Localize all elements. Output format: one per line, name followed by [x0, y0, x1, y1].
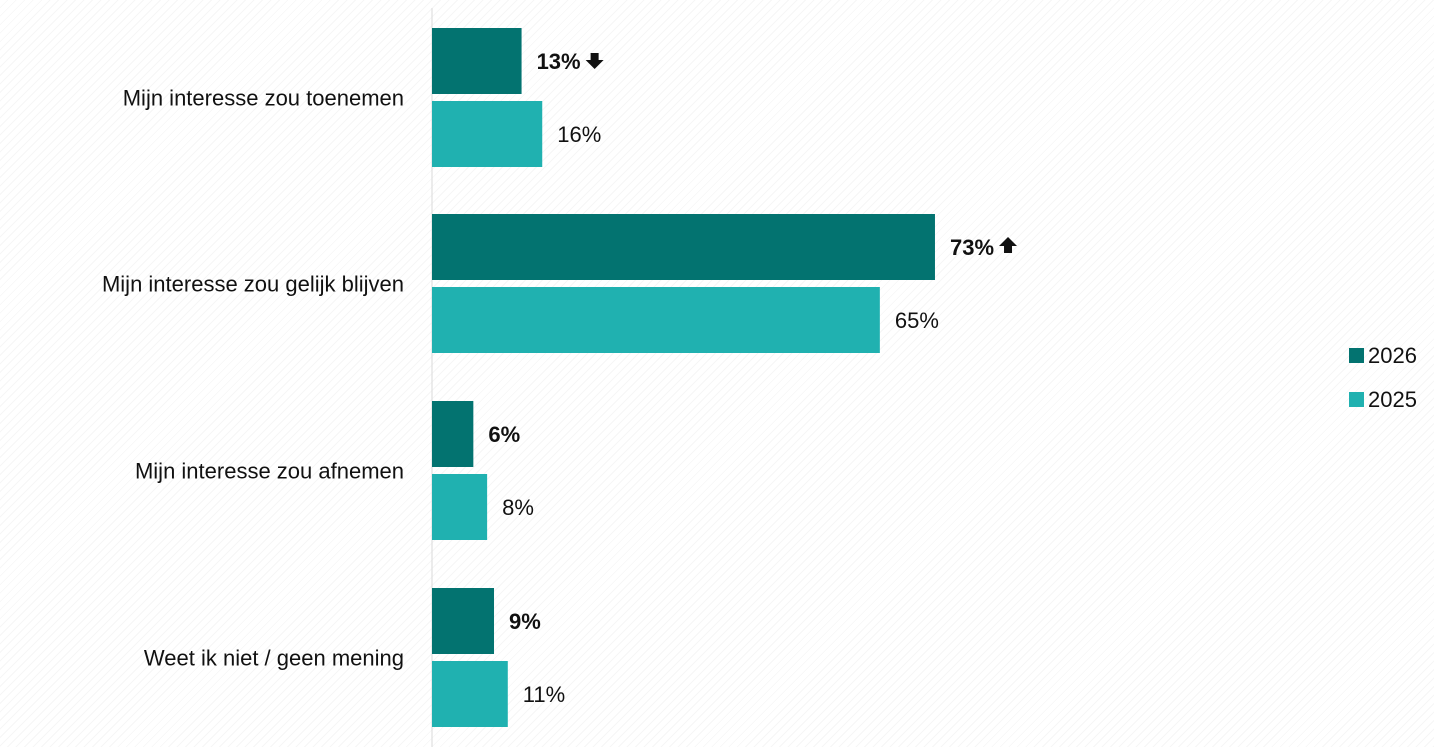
trend-up-arrow-icon: [999, 237, 1018, 253]
legend-swatch-2025: [1349, 392, 1364, 407]
data-label: 16%: [557, 122, 601, 147]
bar-2026: [432, 401, 474, 467]
category-label: Weet ik niet / geen mening: [144, 646, 404, 671]
legend: 2026 2025: [1349, 343, 1417, 412]
bar-2025: [432, 101, 543, 167]
data-label: 73%: [950, 235, 994, 260]
legend-label-2026: 2026: [1368, 343, 1417, 368]
category-label: Mijn interesse zou toenemen: [123, 86, 404, 111]
category-labels: Mijn interesse zou toenemen Mijn interess…: [102, 86, 404, 671]
data-label: 13%: [537, 49, 581, 74]
trend-down-arrow-icon: [585, 53, 604, 69]
data-label: 8%: [502, 495, 534, 520]
data-label: 11%: [523, 682, 565, 707]
bar-2026: [432, 588, 495, 654]
data-label: 65%: [895, 308, 939, 333]
legend-label-2025: 2025: [1368, 387, 1417, 412]
bar-2025: [432, 474, 488, 540]
bar-2025: [432, 661, 508, 727]
legend-swatch-2026: [1349, 348, 1364, 363]
data-label: 6%: [488, 422, 520, 447]
bar-2026: [432, 28, 522, 94]
bar-2025: [432, 287, 880, 353]
data-label: 9%: [509, 609, 541, 634]
category-label: Mijn interesse zou gelijk blijven: [102, 272, 404, 297]
bars: [432, 28, 935, 727]
bar-2026: [432, 214, 935, 280]
value-labels: 13% 16% 73% 65% 6% 8% 9% 11%: [488, 49, 1018, 707]
category-label: Mijn interesse zou afnemen: [135, 459, 404, 484]
